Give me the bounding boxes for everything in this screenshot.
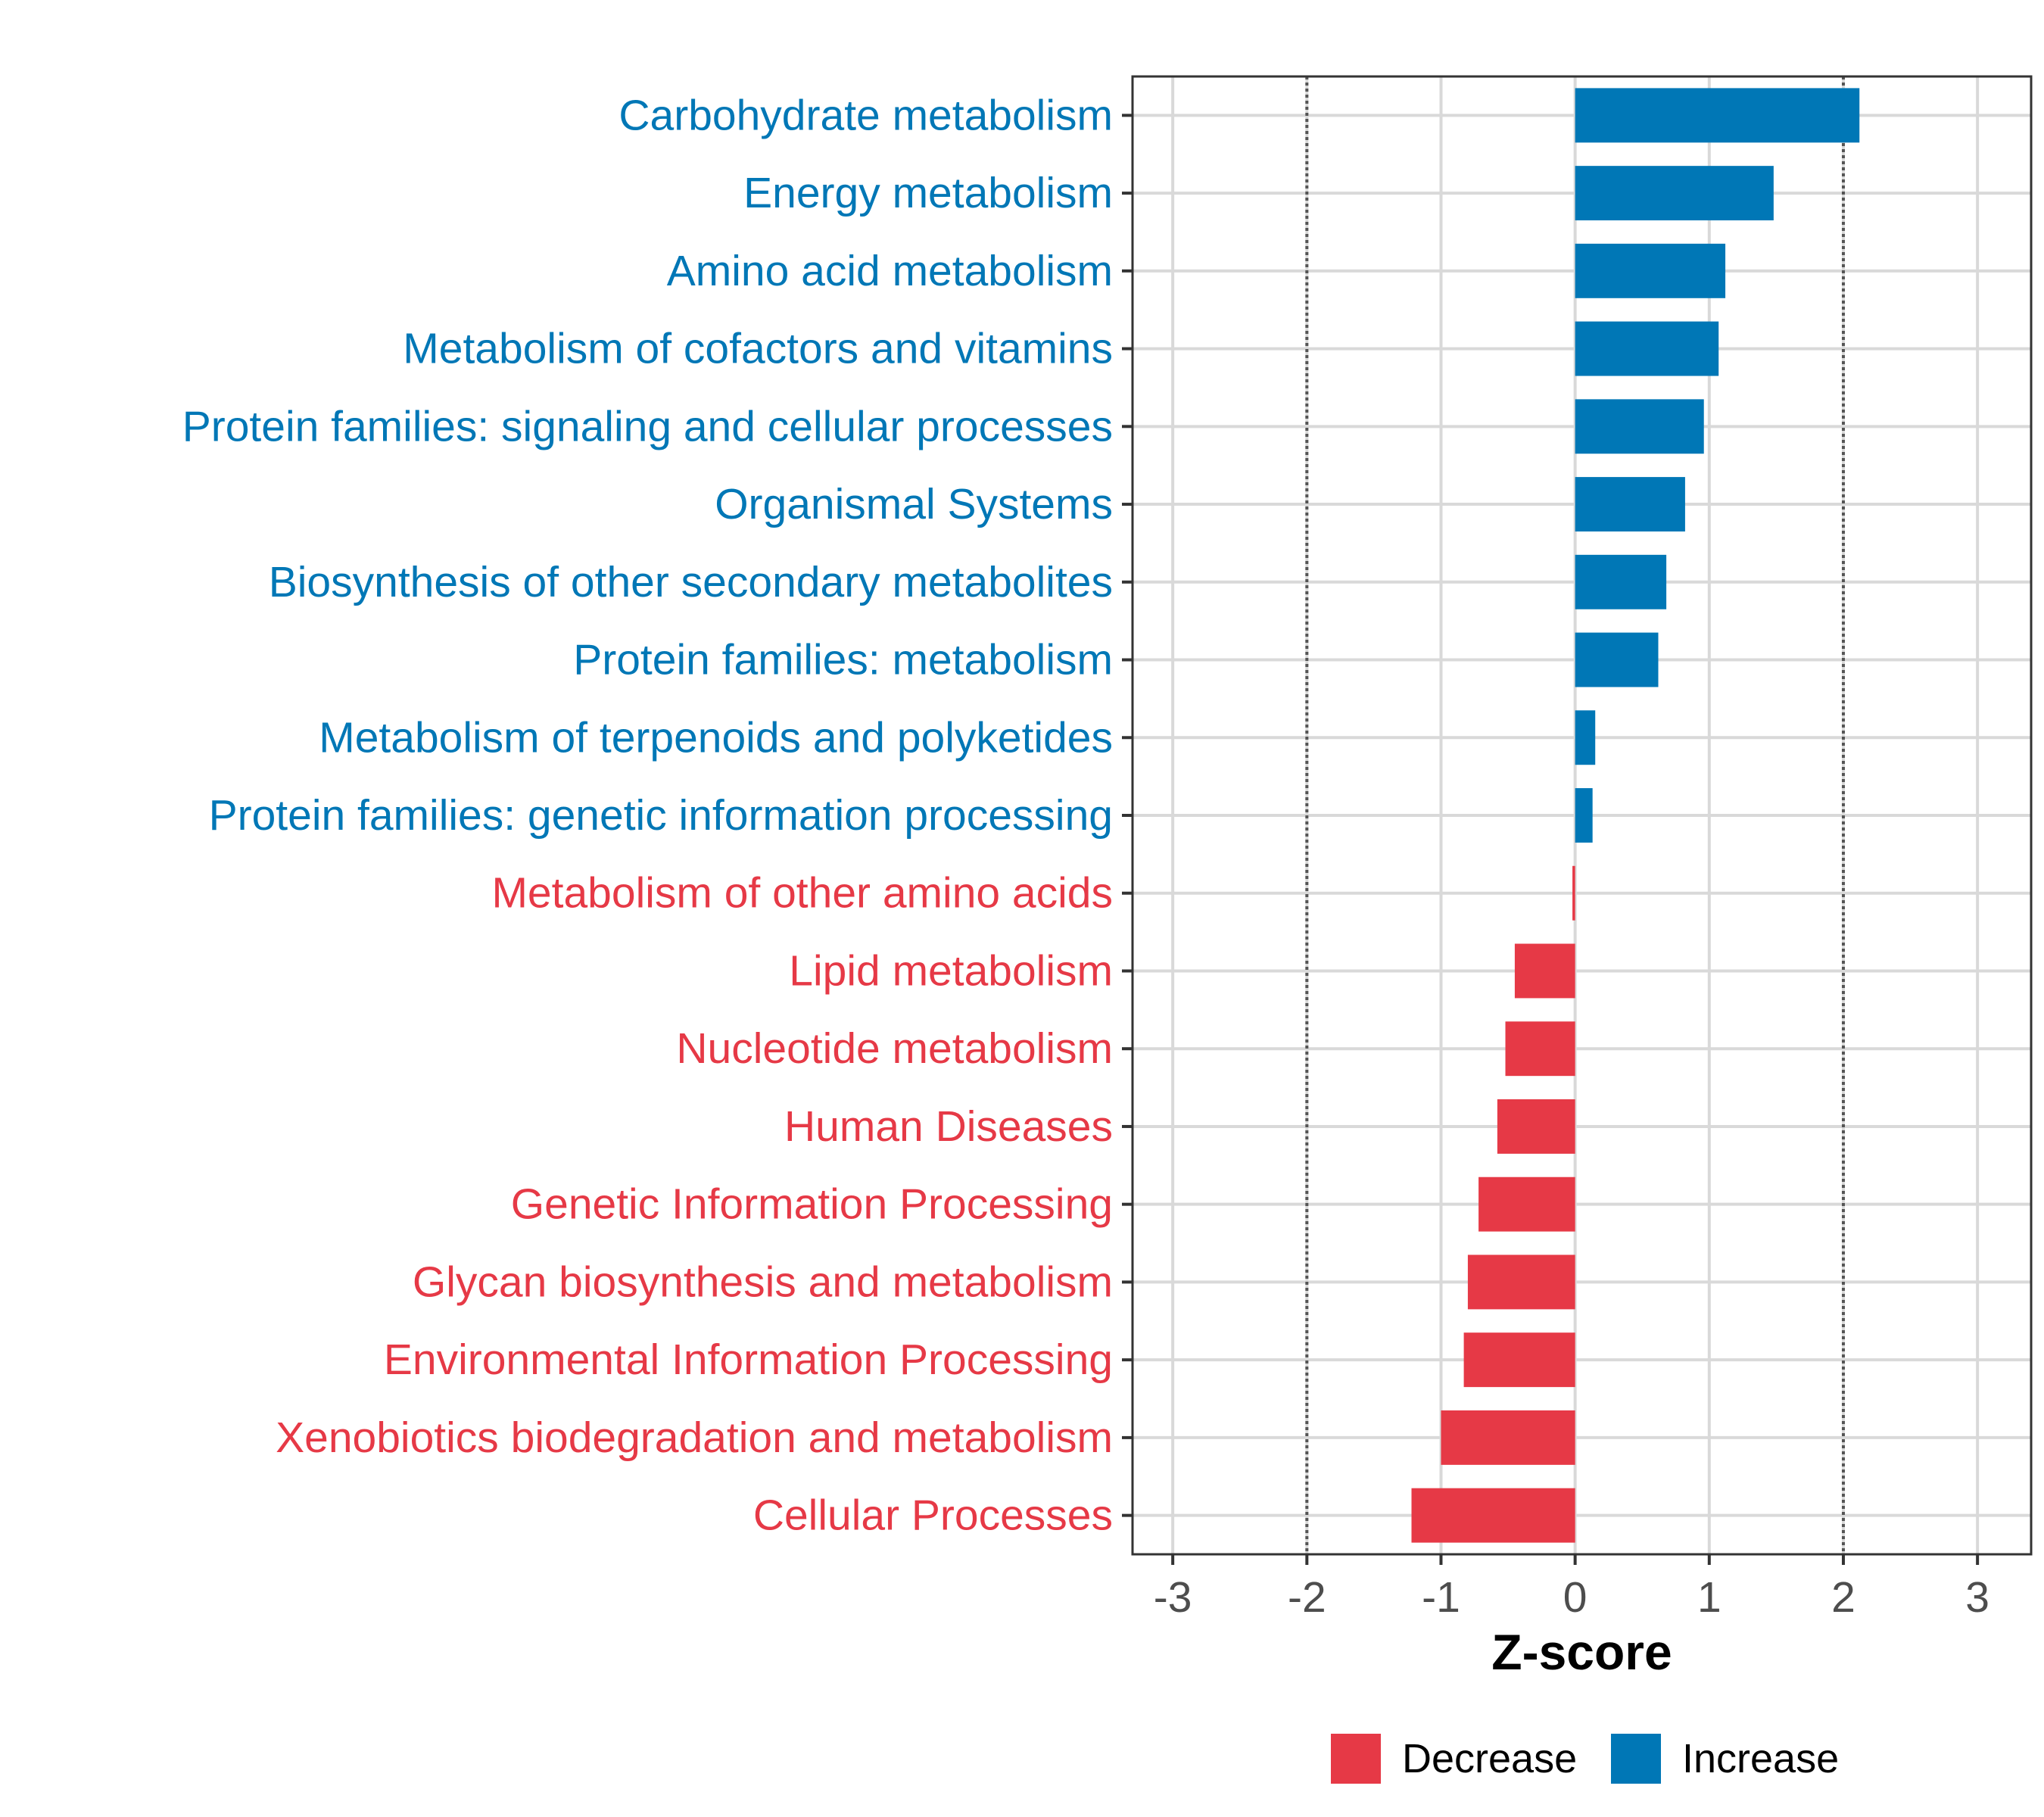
bar [1505, 1021, 1575, 1077]
category-label: Glycan biosynthesis and metabolism [413, 1258, 1113, 1306]
category-label: Protein families: metabolism [573, 636, 1113, 684]
bar [1575, 88, 1860, 143]
bar [1575, 632, 1659, 687]
bar [1463, 1332, 1575, 1388]
bar [1575, 399, 1704, 454]
bar [1575, 243, 1726, 298]
y-axis-ticks [1122, 114, 1133, 1517]
bar [1497, 1099, 1575, 1154]
legend-label-increase: Increase [1682, 1736, 1839, 1781]
category-label: Metabolism of cofactors and vitamins [403, 325, 1113, 373]
x-tick-label: -2 [1288, 1573, 1326, 1622]
category-label: Nucleotide metabolism [676, 1024, 1113, 1073]
category-label: Cellular Processes [753, 1491, 1113, 1540]
bar [1575, 477, 1685, 532]
bar [1575, 788, 1593, 843]
bar [1514, 943, 1575, 999]
category-label: Biosynthesis of other secondary metaboli… [269, 558, 1113, 606]
category-label: Genetic Information Processing [511, 1180, 1113, 1229]
bar [1575, 710, 1596, 765]
category-label: Human Diseases [784, 1102, 1113, 1151]
category-label: Organismal Systems [715, 480, 1113, 528]
bar [1572, 865, 1575, 921]
x-axis-title: Z-score [1491, 1624, 1672, 1680]
x-tick-label: 2 [1831, 1573, 1855, 1622]
legend-key-decrease [1331, 1734, 1381, 1784]
bar [1467, 1254, 1575, 1310]
bar [1575, 321, 1719, 376]
legend-label-decrease: Decrease [1402, 1736, 1577, 1781]
bar [1575, 554, 1667, 609]
bar [1411, 1488, 1575, 1543]
bar [1575, 166, 1774, 221]
bars [1411, 88, 1860, 1543]
x-axis-ticks [1171, 1554, 1980, 1565]
legend-key-increase [1611, 1734, 1661, 1784]
category-label: Metabolism of terpenoids and polyketides [319, 713, 1113, 762]
category-label: Metabolism of other amino acids [491, 869, 1113, 918]
category-label: Protein families: genetic information pr… [209, 791, 1113, 840]
x-tick-label: 3 [1965, 1573, 1989, 1622]
category-label: Carbohydrate metabolism [618, 91, 1113, 139]
bar [1441, 1410, 1575, 1465]
x-tick-label: -1 [1422, 1573, 1460, 1622]
x-axis-tick-labels: -3 -2 -1 0 1 2 3 [1154, 1573, 1989, 1622]
category-label: Lipid metabolism [789, 946, 1113, 995]
category-label: Energy metabolism [743, 169, 1113, 217]
x-tick-label: 0 [1563, 1573, 1588, 1622]
legend: Decrease Increase [1331, 1734, 1839, 1784]
category-label: Xenobiotics biodegradation and metabolis… [276, 1413, 1113, 1462]
bar [1478, 1177, 1575, 1232]
category-label: Environmental Information Processing [384, 1335, 1113, 1384]
category-label: Amino acid metabolism [667, 247, 1113, 295]
y-axis-labels: Carbohydrate metabolism Energy metabolism… [182, 91, 1113, 1539]
x-tick-label: 1 [1697, 1573, 1722, 1622]
reference-lines [1305, 76, 1845, 1554]
x-tick-label: -3 [1154, 1573, 1192, 1622]
category-label: Protein families: signaling and cellular… [182, 402, 1113, 450]
